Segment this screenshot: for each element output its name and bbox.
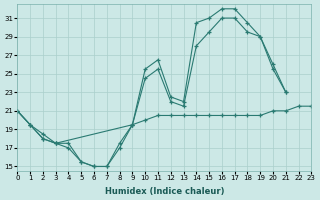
X-axis label: Humidex (Indice chaleur): Humidex (Indice chaleur) xyxy=(105,187,224,196)
